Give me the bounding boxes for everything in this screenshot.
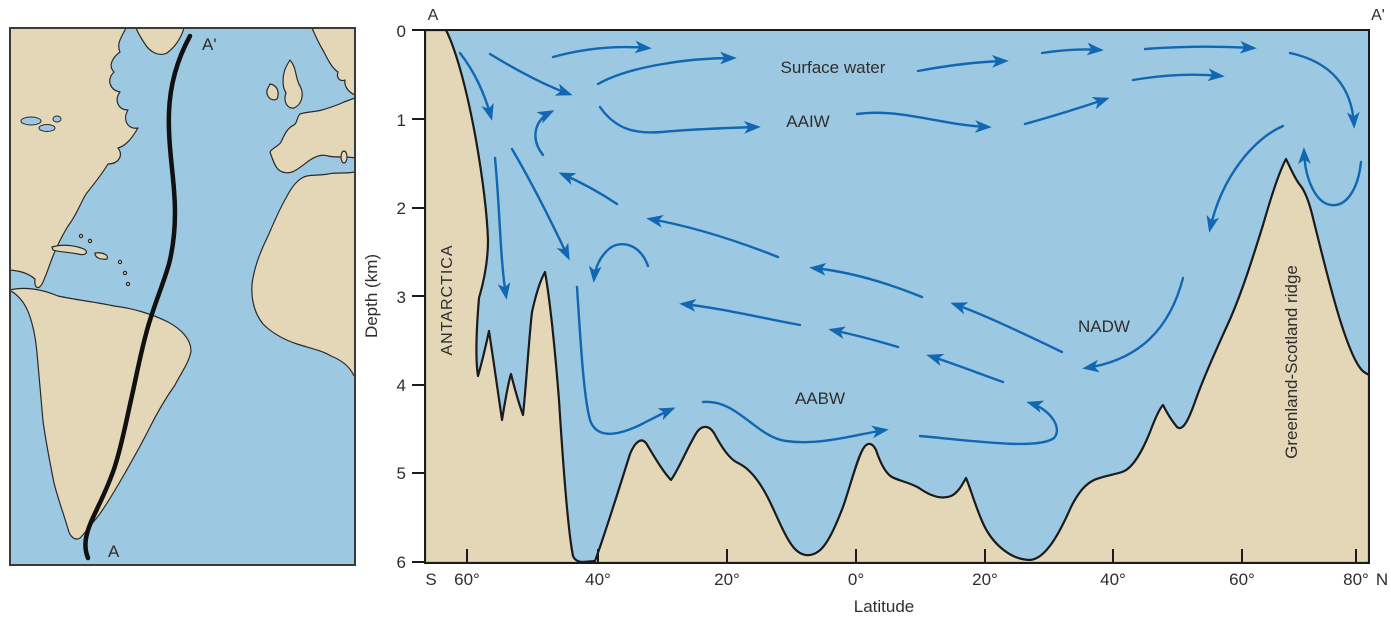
nadw-current-arrows [646, 124, 1285, 384]
map-land-greenland [135, 28, 185, 56]
map-transect-bottom-label: A [108, 542, 120, 561]
ridge-overflow-arrows [1298, 147, 1363, 207]
depth-tick-label: 1 [397, 111, 406, 130]
latitude-north-label: N [1376, 570, 1388, 589]
current-arrow [575, 285, 676, 435]
map-transect-top-label: A' [202, 35, 217, 54]
current-arrow [918, 400, 1059, 446]
depth-axis: 0 1 2 3 4 5 6 Depth (km) [362, 22, 425, 572]
current-arrow [458, 51, 494, 121]
latitude-tick-label: 60° [454, 570, 480, 589]
current-arrow [1023, 97, 1110, 126]
current-arrow [926, 353, 1005, 384]
antarctica-label: ANTARCTICA [439, 244, 456, 355]
section-left-end-label: A [428, 7, 439, 24]
latitude-tick-label: 0° [848, 570, 864, 589]
map-land-sardinia [340, 150, 348, 164]
map-island [87, 238, 93, 244]
map-island [78, 233, 84, 239]
depth-tick-label: 4 [397, 376, 406, 395]
current-arrow [1082, 276, 1185, 373]
current-arrow [1206, 124, 1285, 233]
greenland-scotland-ridge-label: Greenland-Scotland ridge [1282, 265, 1301, 459]
map-land-great-britain [282, 59, 303, 109]
latitude-axis-title: Latitude [854, 597, 915, 616]
map-land-scandinavia [311, 28, 355, 96]
current-arrow [558, 172, 619, 206]
depth-tick-label: 2 [397, 199, 406, 218]
depth-tick-label: 5 [397, 464, 406, 483]
aaiw-label: AAIW [786, 112, 829, 131]
current-arrow [588, 243, 650, 283]
current-arrow [534, 110, 555, 157]
current-arrow [701, 400, 889, 444]
map-land-cuba [51, 244, 88, 256]
map-island [117, 259, 123, 265]
current-arrow [510, 147, 570, 261]
current-arrow [1131, 68, 1225, 82]
latitude-tick-label: 40° [1100, 570, 1126, 589]
current-arrow [679, 299, 802, 327]
map-land-south-america [10, 287, 192, 540]
map-great-lakes [38, 124, 56, 132]
map-island [122, 270, 128, 276]
latitude-tick-label: 20° [714, 570, 740, 589]
surface-water-label: Surface water [781, 58, 886, 77]
current-arrow [855, 111, 992, 133]
current-arrow [1143, 40, 1257, 54]
latitude-tick-label: 40° [585, 570, 611, 589]
current-arrow [1040, 42, 1104, 56]
cross-section-panel: Surface water AAIW NADW AABW ANTARCTICA … [425, 30, 1369, 563]
current-arrow [1288, 51, 1360, 129]
section-right-end-label: A' [1371, 7, 1385, 24]
current-arrow [596, 51, 737, 86]
map-land-north-america [10, 28, 139, 289]
current-arrow [551, 40, 652, 59]
map-island [125, 281, 131, 287]
current-arrow [950, 302, 1064, 354]
aaiw-current-arrows [598, 97, 1110, 134]
aabw-label: AABW [795, 389, 845, 408]
current-arrow [493, 156, 511, 300]
current-arrow [809, 262, 924, 299]
current-arrow [598, 105, 761, 134]
current-arrow [916, 54, 1009, 73]
current-arrow [646, 214, 780, 259]
section-seafloor [425, 30, 1369, 563]
latitude-tick-label: 20° [972, 570, 998, 589]
map-land-ireland [266, 83, 279, 101]
depth-tick-label: 3 [397, 288, 406, 307]
antarctic-downwelling-arrows [458, 51, 650, 300]
depth-tick-label: 6 [397, 553, 406, 572]
current-arrow [828, 326, 900, 349]
map-land-africa [251, 171, 355, 378]
latitude-tick-label: 60° [1229, 570, 1255, 589]
aabw-current-arrows [575, 285, 1059, 446]
depth-tick-label: 0 [397, 22, 406, 41]
nadw-label: NADW [1078, 317, 1130, 336]
latitude-axis: S 60° 40° 20° 0° 20° 40° 60° 80° N Latit… [425, 549, 1388, 616]
latitude-south-label: S [425, 570, 436, 589]
current-arrow [1298, 147, 1363, 207]
map-land-hispaniola [94, 252, 108, 260]
map-great-lakes [20, 116, 42, 126]
surface-current-arrows [551, 40, 1360, 129]
map-transect-line [83, 33, 193, 561]
current-arrow [488, 52, 573, 96]
map-land-europe [269, 97, 355, 174]
atlantic-map-panel [10, 28, 355, 565]
map-great-lakes [52, 115, 62, 123]
map-border [9, 27, 356, 566]
depth-axis-title: Depth (km) [362, 254, 381, 338]
latitude-tick-label: 80° [1343, 570, 1369, 589]
